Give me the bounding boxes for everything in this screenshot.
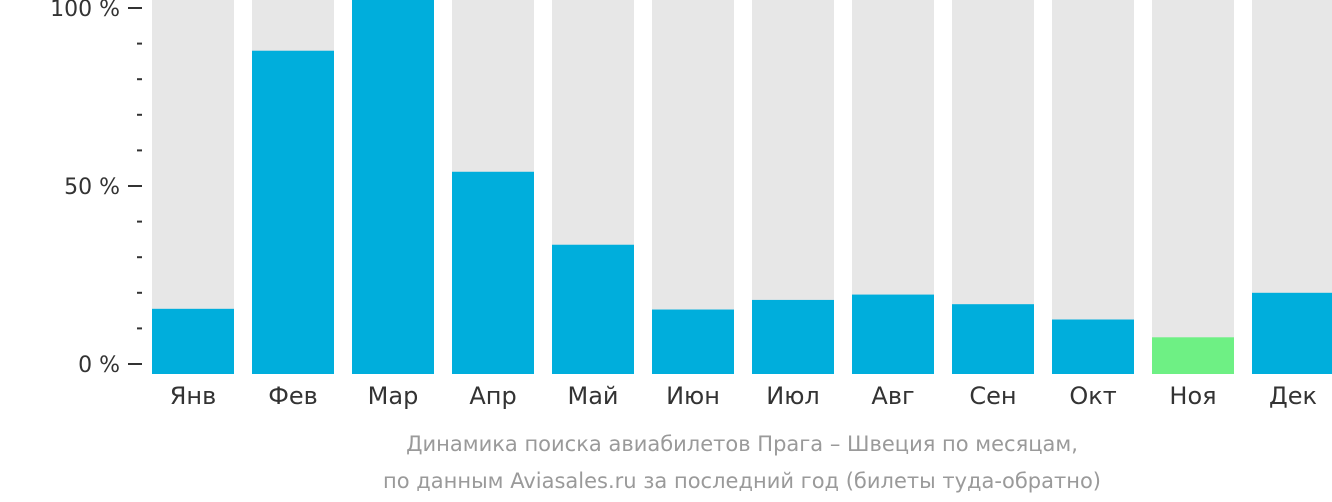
x-tick-label: Фев xyxy=(268,382,318,410)
x-tick-label: Июл xyxy=(766,382,820,410)
x-tick-label: Мар xyxy=(368,382,419,410)
x-tick-label: Апр xyxy=(469,382,516,410)
bar-5[interactable] xyxy=(552,244,634,374)
caption-line-1: Динамика поиска авиабилетов Прага – Швец… xyxy=(406,432,1078,456)
bar-track xyxy=(1152,0,1234,374)
y-axis: 0 % 50 % 100 % xyxy=(50,0,142,378)
bar-6[interactable] xyxy=(652,309,734,374)
bar-10[interactable] xyxy=(1052,319,1134,375)
y-tick-label: 100 % xyxy=(50,0,120,22)
x-tick-label: Дек xyxy=(1269,382,1317,410)
x-tick-label: Янв xyxy=(170,382,217,410)
bar-11[interactable] xyxy=(1152,337,1234,374)
bar-3[interactable] xyxy=(352,0,434,374)
x-tick-label: Ноя xyxy=(1169,382,1216,410)
y-tick-label: 50 % xyxy=(64,175,120,200)
bar-12[interactable] xyxy=(1252,292,1332,374)
bar-track xyxy=(1052,0,1134,374)
x-tick-label: Авг xyxy=(871,382,914,410)
x-axis-labels: Янв Фев Мар Апр Май Июн Июл Авг Сен Окт Ноя Дек xyxy=(170,382,1317,410)
bar-2[interactable] xyxy=(252,50,334,374)
bar-7[interactable] xyxy=(752,299,834,374)
x-tick-label: Июн xyxy=(666,382,720,410)
x-tick-label: Окт xyxy=(1069,382,1116,410)
x-tick-label: Сен xyxy=(969,382,1016,410)
bar-1[interactable] xyxy=(152,308,234,374)
bar-4[interactable] xyxy=(452,171,534,374)
caption-line-2: по данным Aviasales.ru за последний год … xyxy=(383,469,1101,493)
bar-8[interactable] xyxy=(852,294,934,374)
y-tick-label: 0 % xyxy=(78,353,120,378)
bar-9[interactable] xyxy=(952,304,1034,374)
bars xyxy=(152,0,1332,374)
x-tick-label: Май xyxy=(567,382,618,410)
